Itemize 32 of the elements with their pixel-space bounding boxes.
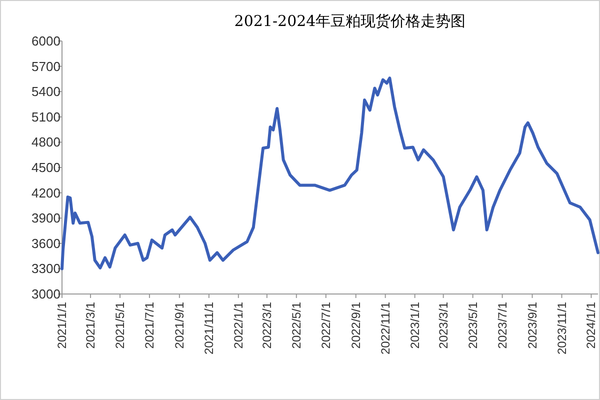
line-series [60,76,600,270]
x-tick-label: 2021/3/1 [84,302,98,349]
x-tick-label: 2021/5/1 [113,302,127,349]
x-tick-label: 2023/5/1 [466,302,480,349]
x-tick-label: 2023/1/1 [408,302,422,349]
y-tick-label: 3900 [32,210,60,226]
chart-title: 2021-2024年豆粕现货价格走势图 [234,12,466,30]
y-tick-label: 5100 [32,109,60,124]
y-tick-label: 5400 [32,84,60,100]
x-tick-label: 2022/7/1 [318,302,333,349]
x-tick-label: 2024/1/1 [584,302,598,349]
x-tick-label: 2021/11/1 [202,302,216,354]
y-tick-label: 3300 [32,261,60,276]
x-tick-label: 2021/1/1 [55,302,69,349]
y-tick-label: 4200 [32,185,60,200]
x-tick-label: 2023/3/1 [436,302,450,349]
y-tick-label: 6000 [32,34,60,48]
x-tick-label: 2023/7/1 [495,302,510,349]
y-tick-label: 5700 [32,58,60,74]
y-tick-label: 4800 [32,134,60,150]
y-tick-label: 3600 [32,236,60,251]
x-tick-label: 2023/11/1 [554,302,569,354]
x-tick-label: 2023/9/1 [525,302,540,349]
x-tick-label: 2022/1/1 [231,302,246,349]
x-tick-label: 2022/11/1 [378,302,392,354]
x-tick-label: 2022/3/1 [260,302,274,349]
x-tick-label: 2021/7/1 [142,302,156,349]
y-tick-label: 3000 [32,286,60,302]
x-tick-label: 2022/9/1 [348,302,363,349]
y-tick-label: 4500 [32,160,60,175]
x-tick-label: 2021/9/1 [172,302,186,349]
x-tick-label: 2022/5/1 [289,302,304,349]
